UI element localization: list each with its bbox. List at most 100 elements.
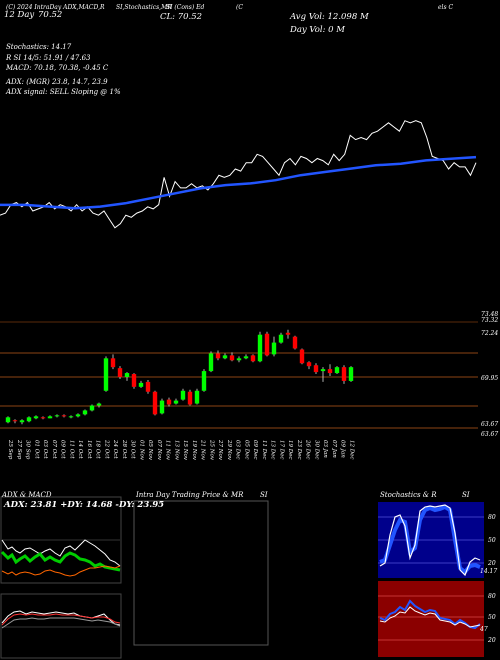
date-tick-label: 27 Sep <box>16 439 22 460</box>
candle-body <box>348 367 354 381</box>
stoch-readout: Stochastics: 14.17 <box>6 43 72 51</box>
date-tick-label: 09 Oct <box>60 440 66 459</box>
candle-body <box>236 358 242 361</box>
stoch-panel-title-2: SI <box>462 491 470 499</box>
candle-body <box>299 349 305 364</box>
date-tick-label: 26 Dec <box>305 439 311 460</box>
candle-body <box>124 373 130 377</box>
candle-body <box>89 405 95 411</box>
rsi-tick-20: 20 <box>488 637 496 644</box>
ma-line-group <box>0 155 477 210</box>
candle-body <box>68 416 74 418</box>
candle-body <box>327 369 333 374</box>
macd-readout: MACD: 70.18, 70.38, -0.45 C <box>6 64 109 72</box>
macd-panel <box>0 593 122 659</box>
date-tick-label: 01 Nov <box>138 440 144 461</box>
stoch-tick-50: 50 <box>488 537 496 544</box>
date-tick-label: 07 Nov <box>156 440 162 461</box>
candle-body <box>12 420 18 422</box>
date-tick-label: 28 Oct <box>121 439 127 459</box>
candle-body <box>264 333 270 356</box>
date-tick-label: 14 Oct <box>77 440 83 459</box>
date-tick-label: 03 Oct <box>42 440 48 459</box>
adx-panel-title: ADX & MACD <box>2 491 52 499</box>
adx-readout: ADX: (MGR) 23.8, 14.7, 23.9 <box>6 78 108 86</box>
rsi-tick-50: 50 <box>488 614 496 621</box>
price-line <box>0 120 477 229</box>
rsi-readout: R SI 14/5: 51.91 / 47.63 <box>6 54 91 62</box>
candle-body <box>306 362 312 367</box>
date-tick-label: 11 Nov <box>165 440 171 461</box>
date-tick-label: 03 Dec <box>235 440 241 460</box>
header-indicators: SI,Stochastics,MR <box>116 4 172 11</box>
intraday-title-2: SI <box>260 491 268 499</box>
date-tick-label: 01 Oct <box>33 440 39 459</box>
date-tick-label: 09 Dec <box>252 440 258 460</box>
candle-body <box>82 410 88 415</box>
date-tick-label: 25 Sep <box>7 439 13 460</box>
stoch-end-label: 14.17 <box>480 568 498 575</box>
candle-body <box>19 420 25 423</box>
intraday-title: Intra Day Trading Price & MR <box>136 491 244 499</box>
candle-body <box>229 355 235 361</box>
candle-body <box>138 382 144 387</box>
day-value: 70.52 <box>38 10 63 20</box>
candle-body <box>187 391 193 405</box>
header-right: els C <box>438 4 454 11</box>
date-axis: 25 Sep 27 Sep 30 Sep 01 Oct 03 Oct 07 Oct 09 O… <box>7 439 354 461</box>
avg-vol: Avg Vol: 12.098 M <box>290 12 369 22</box>
rsi-end-label: 47 <box>480 626 488 633</box>
stoch-tick-80: 80 <box>488 514 496 521</box>
date-tick-label: 23 Dec <box>296 439 302 460</box>
date-tick-label: 12 Dec <box>348 440 354 460</box>
candle-body <box>117 368 123 377</box>
candle-body <box>320 369 326 372</box>
date-tick-label: 07 Oct <box>51 440 57 459</box>
candle-body <box>208 353 214 372</box>
candle-body <box>250 355 256 362</box>
price-tick-5: 63.67 <box>481 421 499 428</box>
date-tick-label: 24 Oct <box>112 439 118 459</box>
date-tick-label: 13 Nov <box>173 440 179 461</box>
price-tick-2: 73.32 <box>481 317 499 324</box>
date-tick-label: 18 Oct <box>95 440 101 459</box>
candle-body <box>257 334 263 362</box>
date-tick-label: 05 Nov <box>147 440 153 461</box>
date-tick-label: 30 Oct <box>130 440 136 459</box>
candle-body <box>194 390 200 404</box>
intraday-panel <box>133 500 269 646</box>
candle-body <box>40 417 46 419</box>
date-tick-label: 21 Nov <box>200 439 206 461</box>
candle-body <box>33 416 39 419</box>
candle-body <box>292 336 298 349</box>
price-tick-6: 63.67 <box>481 431 499 438</box>
candle-body <box>152 391 158 415</box>
date-tick-label: 19 Dec <box>287 440 293 460</box>
date-tick-label: 27 Nov <box>217 439 223 461</box>
candle-body <box>180 390 186 400</box>
candle-body <box>103 358 109 391</box>
date-tick-label: 11 Oct <box>68 440 74 459</box>
date-tick-label: 22 Oct <box>103 439 109 459</box>
date-tick-label: 05 Dec <box>243 440 249 460</box>
stoch-panel-title: Stochastics & R <box>380 491 437 499</box>
candle-body <box>159 400 165 414</box>
day-vol: Day Vol: 0 M <box>290 25 345 35</box>
candle-body <box>222 355 228 359</box>
candle-body <box>131 374 137 387</box>
adx-signal: ADX signal: SELL Sloping @ 1% <box>6 88 121 96</box>
date-tick-label: 17 Dec <box>278 440 284 460</box>
candle-body <box>75 414 81 417</box>
candle-body <box>201 371 207 391</box>
candle-body <box>110 358 116 368</box>
adx-lines <box>0 539 121 577</box>
date-tick-label: 09 Jan <box>340 440 346 458</box>
header-code: (C <box>236 4 243 11</box>
date-tick-label: 15 Nov <box>182 440 188 461</box>
candle-body <box>215 353 221 359</box>
date-tick-label: 30 Dec <box>313 440 319 460</box>
candle-body <box>145 381 151 392</box>
rsi-panel <box>378 581 484 657</box>
date-tick-label: 07 Jan <box>331 440 337 458</box>
